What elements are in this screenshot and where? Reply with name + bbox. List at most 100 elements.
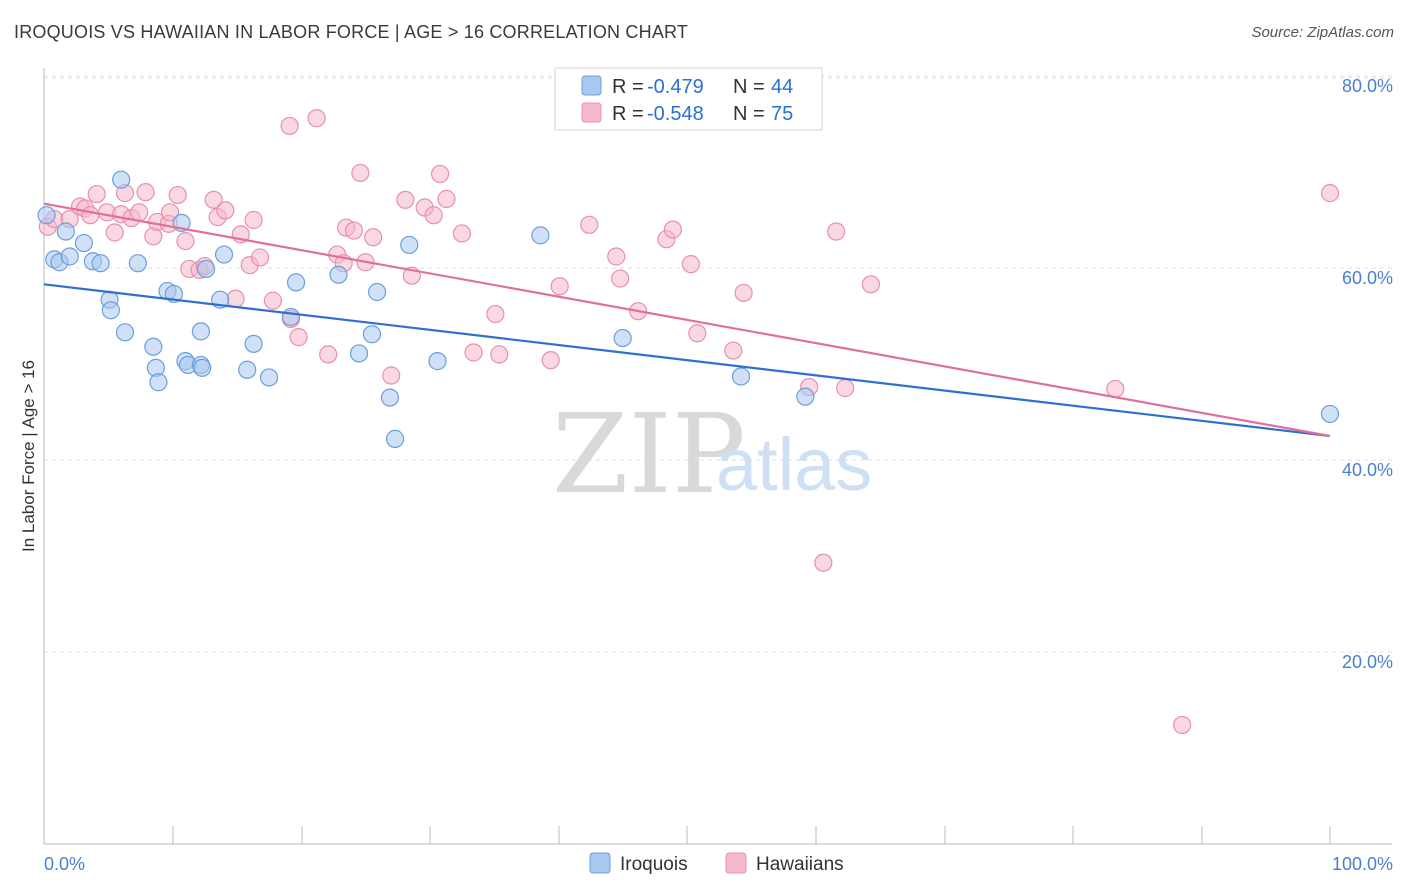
hawaiians-point [1173, 715, 1192, 735]
hawaiians-point [486, 304, 505, 324]
hawaiians-point [319, 345, 338, 364]
iroquois-point [1320, 404, 1340, 424]
iroquois-r-label: R = [612, 76, 644, 98]
hawaiians-point [861, 275, 880, 294]
x-tick-label: 100.0% [1332, 854, 1393, 874]
hawaiians-point [87, 184, 106, 204]
iroquois-point [91, 254, 110, 273]
x-axis-tick-labels: 0.0% 100.0% [44, 854, 1393, 874]
iroquois-point [613, 328, 632, 348]
iroquois-point [259, 368, 279, 387]
iroquois-point [362, 325, 382, 344]
hawaiians-point [396, 190, 415, 209]
iroquois-legend-swatch [581, 75, 602, 96]
hawaiians-point [580, 215, 599, 234]
hawaiians-point [130, 203, 149, 222]
hawaiians-point [168, 185, 187, 205]
hawaiians-point [550, 277, 569, 296]
hawaiians-point [663, 220, 682, 239]
iroquois-trend-line [43, 283, 1331, 438]
iroquois-point [115, 323, 135, 342]
legend-hawaiians-swatch [725, 852, 747, 874]
hawaiians-point [244, 210, 263, 230]
hawaiians-point [226, 289, 245, 308]
hawaiians-legend-swatch [581, 102, 602, 123]
iroquois-point [128, 254, 147, 273]
hawaiians-point [836, 378, 855, 398]
iroquois-point [286, 273, 306, 292]
y-axis-label: In Labor Force | Age > 16 [19, 360, 38, 552]
legend-iroquois-swatch [589, 852, 611, 874]
hawaiians-point [724, 341, 743, 360]
iroquois-point [37, 206, 56, 225]
hawaiians-point [452, 224, 472, 243]
hawaiians-point [250, 248, 270, 267]
iroquois-point [329, 265, 348, 284]
iroquois-point [531, 226, 550, 245]
y-axis-tick-labels: 20.0% 40.0% 60.0% 80.0% [1342, 76, 1393, 672]
trend-lines [43, 202, 1331, 438]
hawaiians-point [814, 553, 833, 572]
hawaiians-point [176, 232, 195, 251]
hawaiians-point [607, 247, 626, 266]
iroquois-point [367, 282, 387, 302]
y-tick-label: 60.0% [1342, 268, 1393, 288]
iroquois-point [731, 367, 751, 386]
legend-hawaiians-label: Hawaiians [756, 854, 844, 875]
iroquois-point [191, 322, 210, 341]
hawaiians-point [437, 189, 456, 208]
iroquois-point [238, 360, 257, 379]
x-tick-label: 0.0% [44, 854, 85, 874]
iroquois-point [349, 344, 369, 363]
hawaiians-r-label: R = [612, 103, 644, 125]
iroquois-point [385, 429, 405, 448]
iroquois-point [380, 388, 400, 407]
hawaiians-point [160, 203, 180, 222]
iroquois-point [796, 387, 815, 406]
series-legend: Iroquois Hawaiians [589, 852, 844, 875]
chart-title: IROQUOIS VS HAWAIIAN IN LABOR FORCE | AG… [14, 22, 689, 42]
hawaiians-point [541, 351, 560, 370]
hawaiians-n-value: 75 [771, 103, 793, 125]
iroquois-point [244, 334, 263, 353]
axes [43, 68, 1392, 845]
hawaiians-point [307, 109, 326, 128]
iroquois-point [144, 337, 163, 356]
hawaiians-trend-line [43, 202, 1331, 438]
legend-iroquois-label: Iroquois [620, 854, 688, 875]
hawaiians-point [734, 283, 753, 303]
iroquois-r-value: -0.479 [647, 76, 704, 98]
hawaiians-point [263, 291, 283, 310]
iroquois-point [112, 170, 131, 189]
hawaiians-point [81, 206, 100, 225]
iroquois-point [196, 259, 216, 279]
hawaiians-point [289, 328, 308, 347]
iroquois-point [56, 222, 75, 241]
iroquois-point [60, 247, 79, 266]
x-axis-ticks [43, 826, 1331, 844]
hawaiians-point [216, 201, 235, 220]
hawaiians-point [1320, 184, 1340, 203]
iroquois-point [193, 358, 212, 377]
iroquois-point [281, 307, 301, 327]
hawaiians-point [136, 183, 155, 202]
y-tick-label: 80.0% [1342, 76, 1393, 96]
hawaiians-r-value: -0.548 [647, 103, 704, 125]
hawaiians-point [430, 164, 450, 184]
watermark-atlas: atlas [716, 423, 872, 506]
stats-legend: R = -0.479 N = 44 R = -0.548 N = 75 [554, 67, 823, 131]
hawaiians-point [280, 116, 299, 136]
iroquois-n-label: N = [733, 76, 765, 98]
hawaiians-point [611, 269, 630, 288]
hawaiians-point [681, 255, 700, 274]
hawaiians-point [382, 366, 401, 385]
watermark-zip: ZIP [552, 390, 746, 518]
iroquois-point [214, 245, 234, 264]
hawaiians-point [204, 190, 223, 209]
iroquois-n-value: 44 [771, 76, 793, 98]
y-tick-label: 40.0% [1342, 460, 1393, 480]
hawaiians-point [424, 206, 443, 225]
source-label: Source: ZipAtlas.com [1251, 24, 1394, 41]
y-tick-label: 20.0% [1342, 652, 1393, 672]
